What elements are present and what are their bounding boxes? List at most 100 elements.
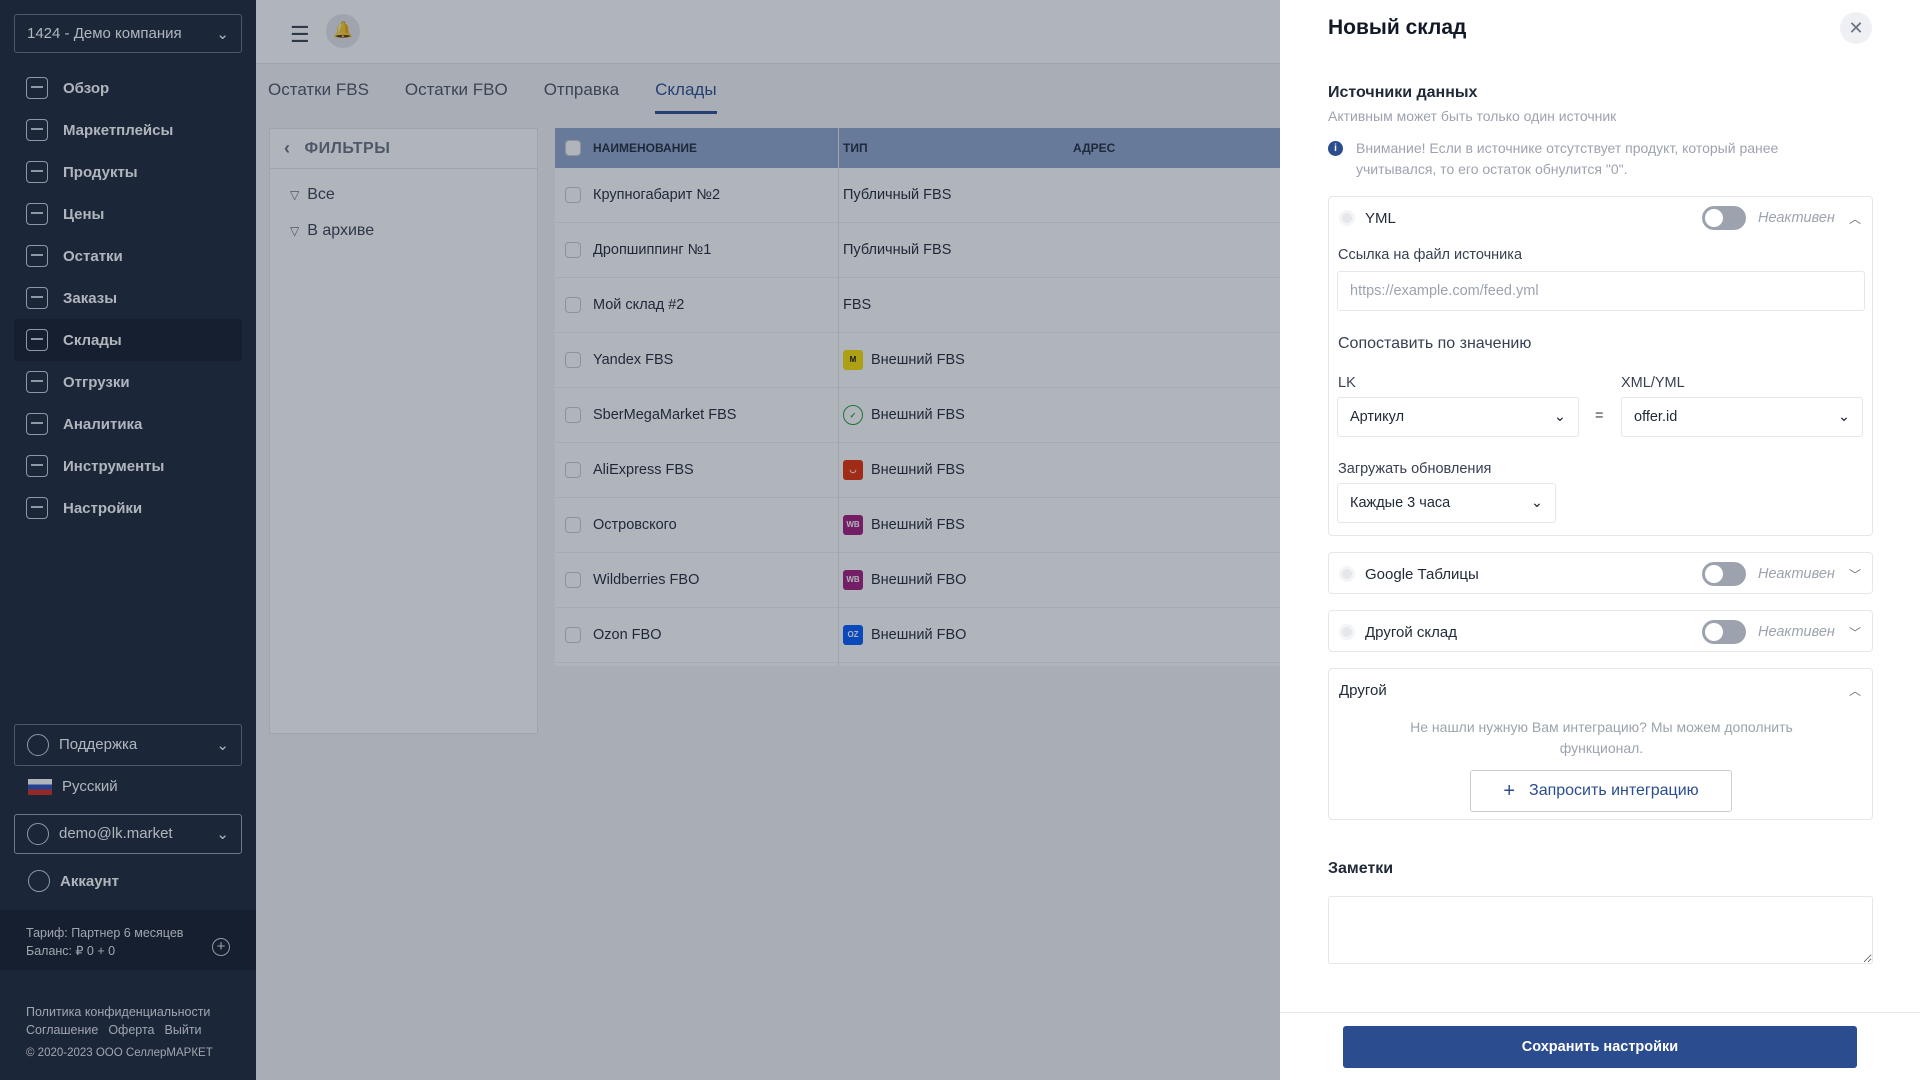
account-link[interactable]: Аккаунт — [28, 870, 119, 892]
nav-item-prices[interactable]: Цены — [14, 193, 242, 235]
table-row[interactable]: SberMegaMarket FBS ✓ Внешний FBS — [555, 388, 1280, 443]
menu-icon[interactable]: ☰ — [290, 22, 310, 47]
agreement-link[interactable]: Соглашение — [26, 1023, 99, 1037]
warehouse-type-cell: ◡ Внешний FBS — [843, 460, 1073, 480]
nav-item-analytics[interactable]: Аналитика — [14, 403, 242, 445]
tab-warehouses[interactable]: Склады — [655, 64, 717, 114]
warehouse-name: Мой склад #2 — [593, 297, 685, 313]
notes-textarea[interactable] — [1328, 896, 1873, 964]
row-checkbox[interactable] — [565, 517, 581, 533]
ozon-logo-icon: OZ — [843, 625, 863, 645]
row-checkbox[interactable] — [565, 242, 581, 258]
table-row[interactable]: AliExpress FBS ◡ Внешний FBS — [555, 443, 1280, 498]
offer-link[interactable]: Оферта — [108, 1023, 155, 1037]
table-row[interactable]: Ozon FBO OZ Внешний FBO — [555, 608, 1280, 663]
filter-archive[interactable]: ▽ В архиве — [270, 213, 537, 249]
table-row[interactable]: Островского WB Внешний FBS — [555, 498, 1280, 553]
support-select[interactable]: Поддержка ⌄ — [14, 724, 242, 766]
update-select[interactable]: Каждые 3 часа ⌄ — [1337, 483, 1556, 523]
language-switch[interactable]: Русский — [28, 778, 118, 795]
tab-fbo-stock[interactable]: Остатки FBO — [404, 80, 508, 99]
source-radio[interactable] — [1339, 624, 1355, 640]
source-toggle[interactable] — [1702, 206, 1746, 230]
row-checkbox[interactable] — [565, 297, 581, 313]
close-icon[interactable]: ✕ — [1840, 12, 1872, 44]
chevron-up-icon[interactable]: ︿ — [1848, 683, 1861, 698]
company-select[interactable]: 1424 - Демо компания ⌄ — [14, 14, 242, 53]
chevron-down-icon: ⌄ — [216, 25, 229, 43]
nav-item-shipments[interactable]: Отгрузки — [14, 361, 242, 403]
chevron-left-icon[interactable]: ‹ — [284, 138, 291, 158]
filters-header[interactable]: ‹ ФИЛЬТРЫ — [270, 129, 537, 169]
chevron-down-icon[interactable]: ﹀ — [1848, 625, 1861, 640]
nav-item-settings[interactable]: Настройки — [14, 487, 242, 529]
save-settings-button[interactable]: Сохранить настройки — [1343, 1026, 1857, 1068]
nav-item-warehouses[interactable]: Склады — [14, 319, 242, 361]
chevron-up-icon[interactable]: ︿ — [1848, 211, 1861, 226]
table-row[interactable]: Крупногабарит №2 Публичный FBS — [555, 168, 1280, 223]
other-text: Не нашли нужную Вам интеграцию? Мы можем… — [1410, 719, 1793, 756]
table-row[interactable]: Yandex FBS M Внешний FBS — [555, 333, 1280, 388]
filter-label: В архиве — [307, 222, 375, 239]
nav-item-overview[interactable]: Обзор — [14, 67, 242, 109]
chevron-down-icon[interactable]: ﹀ — [1848, 567, 1861, 582]
lk-select[interactable]: Артикул ⌄ — [1337, 397, 1579, 437]
privacy-link[interactable]: Политика конфиденциальности — [26, 1005, 211, 1019]
nav-label: Инструменты — [63, 457, 165, 475]
table-row[interactable]: Wildberries FBO WB Внешний FBO — [555, 553, 1280, 608]
filter-all[interactable]: ▽ Все — [270, 177, 537, 213]
warehouse-type-cell: WB Внешний FBO — [843, 570, 1073, 590]
nav-label: Отгрузки — [63, 373, 130, 391]
logout-link[interactable]: Выйти — [164, 1023, 202, 1037]
warehouse-type-cell: WB Внешний FBS — [843, 515, 1073, 535]
row-checkbox[interactable] — [565, 407, 581, 423]
row-checkbox[interactable] — [565, 352, 581, 368]
nav-item-stock[interactable]: Остатки — [14, 235, 242, 277]
source-status: Неактивен — [1758, 624, 1835, 640]
header-type[interactable]: ТИП — [843, 141, 868, 155]
header-address[interactable]: АДРЕС — [1073, 141, 1116, 155]
equals-sign: = — [1595, 408, 1604, 424]
table-row[interactable]: Мой склад #2 FBS — [555, 278, 1280, 333]
warehouses-table: НАИМЕНОВАНИЕ ТИП АДРЕС Крупногабарит №2 … — [555, 128, 1280, 666]
notes-title: Заметки — [1328, 860, 1394, 877]
source-toggle[interactable] — [1702, 620, 1746, 644]
modal-overlay[interactable] — [0, 0, 1280, 1080]
source-header-other-warehouse[interactable]: Другой склад Неактивен ﹀ — [1329, 611, 1872, 653]
tab-fbs-stock[interactable]: Остатки FBS — [268, 80, 369, 99]
source-header-yml[interactable]: YML Неактивен ︿ — [1329, 197, 1872, 239]
row-checkbox[interactable] — [565, 462, 581, 478]
warehouse-name: AliExpress FBS — [593, 462, 694, 478]
request-integration-button[interactable]: + Запросить интеграцию — [1470, 770, 1732, 812]
file-url-input[interactable]: https://example.com/feed.yml — [1337, 271, 1865, 311]
source-header-google[interactable]: Google Таблицы Неактивен ﹀ — [1329, 553, 1872, 595]
nav-item-marketplaces[interactable]: Маркетплейсы — [14, 109, 242, 151]
table-header: НАИМЕНОВАНИЕ ТИП АДРЕС — [555, 128, 1280, 168]
source-header-other[interactable]: Другой ︿ — [1329, 669, 1872, 711]
table-row[interactable]: Дропшиппинг №1 Публичный FBS — [555, 223, 1280, 278]
add-balance-icon[interactable]: + — [212, 938, 230, 956]
source-toggle[interactable] — [1702, 562, 1746, 586]
user-select[interactable]: demo@lk.market ⌄ — [14, 814, 242, 854]
row-checkbox[interactable] — [565, 572, 581, 588]
header-name[interactable]: НАИМЕНОВАНИЕ — [593, 141, 697, 155]
xml-select[interactable]: offer.id ⌄ — [1621, 397, 1863, 437]
source-radio[interactable] — [1339, 210, 1355, 226]
nav-label: Склады — [63, 331, 122, 349]
warehouse-type: Внешний FBS — [871, 352, 965, 368]
nav-item-tools[interactable]: Инструменты — [14, 445, 242, 487]
row-checkbox[interactable] — [565, 187, 581, 203]
nav-item-orders[interactable]: Заказы — [14, 277, 242, 319]
nav-item-products[interactable]: Продукты — [14, 151, 242, 193]
warehouse-type-cell: ✓ Внешний FBS — [843, 405, 1073, 425]
row-checkbox[interactable] — [565, 627, 581, 643]
chevron-down-icon: ⌄ — [216, 737, 229, 754]
warehouse-name: SberMegaMarket FBS — [593, 407, 737, 423]
source-name: Другой склад — [1365, 623, 1457, 641]
bell-icon[interactable]: 🔔 — [326, 14, 360, 48]
select-all-checkbox[interactable] — [565, 140, 581, 156]
request-integration-label: Запросить интеграцию — [1529, 782, 1699, 799]
tab-shipping[interactable]: Отправка — [543, 80, 620, 99]
save-label: Сохранить настройки — [1521, 1039, 1679, 1055]
source-radio[interactable] — [1339, 566, 1355, 582]
